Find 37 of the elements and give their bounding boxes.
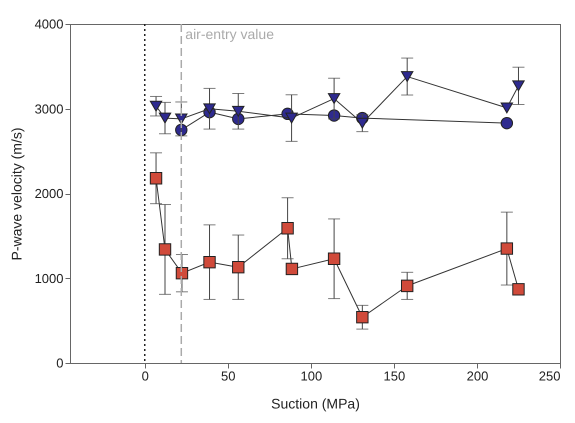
point xyxy=(356,118,369,129)
point xyxy=(150,172,162,184)
x-tick-label: 250 xyxy=(538,368,560,384)
point xyxy=(356,311,369,324)
y-tick-label: 4000 xyxy=(34,16,64,32)
point xyxy=(203,103,216,114)
x-tick-label: 150 xyxy=(384,368,406,384)
point xyxy=(232,261,244,274)
point xyxy=(150,100,162,112)
point xyxy=(176,266,188,280)
point xyxy=(281,222,294,234)
y-tick-label: 2000 xyxy=(34,186,64,201)
point xyxy=(158,243,172,256)
point xyxy=(500,116,514,130)
point xyxy=(400,71,414,82)
point xyxy=(500,102,514,114)
x-tick-label: 100 xyxy=(300,368,322,384)
y-tick-label: 1000 xyxy=(34,270,64,286)
point xyxy=(158,112,172,124)
point xyxy=(500,242,514,255)
y-axis-title: P-wave velocity (m/s) xyxy=(8,127,25,261)
point xyxy=(512,283,525,296)
x-axis-title: Suction (MPa) xyxy=(271,396,360,412)
point xyxy=(328,93,340,104)
ref-line-label: air-entry value xyxy=(185,26,274,42)
y-tick-label: 3000 xyxy=(34,101,64,116)
x-tick-label: 200 xyxy=(466,368,488,384)
y-tick-label: 0 xyxy=(56,356,64,370)
point xyxy=(232,106,244,117)
x-tick-label: 50 xyxy=(221,368,236,384)
point xyxy=(400,280,414,292)
point xyxy=(285,112,298,124)
point xyxy=(512,80,525,92)
point xyxy=(203,256,216,268)
x-tick-label: 0 xyxy=(142,368,149,384)
point xyxy=(286,262,298,276)
point xyxy=(328,252,340,265)
